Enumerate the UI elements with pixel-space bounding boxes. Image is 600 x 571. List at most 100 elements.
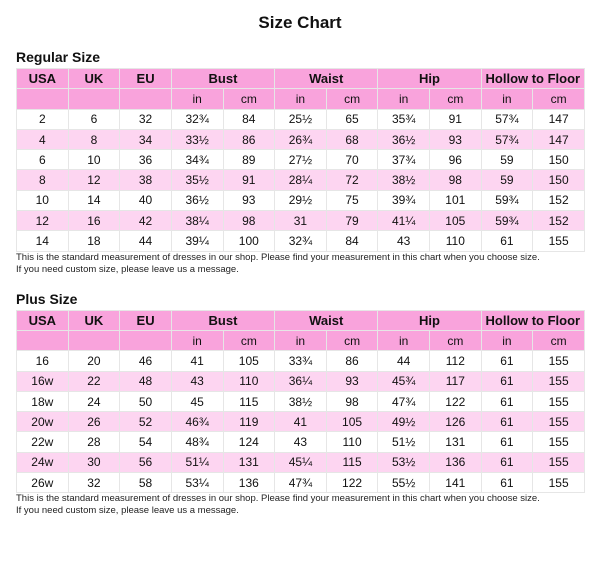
cell: 36¼	[274, 370, 327, 392]
cell: 98	[325, 390, 379, 413]
cell: 38	[119, 169, 172, 191]
cell: 49½	[377, 411, 430, 433]
data-row: 18w 24 50 45 115 38½ 98 47¾ 122 61 155	[16, 390, 585, 413]
column-header: USA	[16, 309, 69, 331]
cell: 61	[480, 390, 534, 413]
cell: 136	[222, 472, 276, 494]
cell: 61	[480, 411, 534, 433]
unit-header: cm	[325, 329, 379, 352]
cell: 93	[325, 370, 379, 392]
unit-header: in	[274, 88, 327, 110]
cell: 33½	[170, 128, 224, 151]
cell: 28	[67, 431, 121, 453]
cell: 8	[16, 169, 69, 191]
cell: 56	[119, 451, 172, 474]
section-heading: Plus Size	[16, 290, 78, 307]
column-header: EU	[119, 67, 172, 90]
cell: 91	[429, 108, 482, 130]
empty-cell	[16, 329, 69, 352]
data-row: 16w 22 48 43 110 36¼ 93 45¾ 117 61 155	[16, 370, 585, 392]
cell: 59¾	[480, 210, 534, 232]
subheader-row: in cm in cm in cm in cm	[16, 329, 585, 352]
cell: 6	[67, 108, 121, 130]
cell: 131	[222, 451, 276, 474]
cell: 20	[67, 350, 121, 372]
cell: 59¾	[480, 189, 534, 212]
cell: 86	[325, 350, 379, 372]
cell: 46¾	[170, 411, 224, 433]
data-row: 2 6 32 32¾ 84 25½ 65 35¾ 91 57¾ 147	[16, 108, 585, 130]
cell: 46	[119, 350, 172, 372]
cell: 98	[222, 210, 276, 232]
cell: 45	[170, 390, 224, 413]
cell: 61	[480, 230, 534, 252]
cell: 61	[480, 350, 534, 372]
cell: 45¼	[274, 451, 327, 474]
column-header: EU	[119, 309, 172, 331]
cell: 61	[480, 472, 534, 494]
cell: 47¾	[274, 472, 327, 494]
cell: 115	[222, 390, 276, 413]
cell: 61	[480, 451, 534, 474]
column-header: UK	[67, 309, 121, 331]
cell: 93	[429, 128, 482, 151]
cell: 96	[429, 149, 482, 171]
cell: 105	[325, 411, 379, 433]
cell: 32¾	[274, 230, 327, 252]
cell: 27½	[274, 149, 327, 171]
data-row: 12 16 42 38¼ 98 31 79 41¼ 105 59¾ 152	[16, 210, 585, 232]
cell: 70	[325, 149, 379, 171]
cell: 34	[119, 128, 172, 151]
cell: 24w	[16, 451, 69, 474]
cell: 110	[429, 230, 482, 252]
cell: 35¾	[377, 108, 430, 130]
size-table: USA UK EU Bust Waist Hip Hollow to Floor in cm in…	[16, 309, 586, 494]
cell: 40	[119, 189, 172, 212]
cell: 122	[429, 390, 482, 413]
empty-cell	[67, 88, 121, 110]
empty-cell	[119, 88, 172, 110]
cell: 10	[67, 149, 121, 171]
data-row: 10 14 40 36½ 93 29½ 75 39¾ 101 59¾ 152	[16, 189, 585, 212]
cell: 41	[274, 411, 327, 433]
cell: 124	[222, 431, 276, 453]
cell: 131	[429, 431, 482, 453]
data-row: 16 20 46 41 105 33¾ 86 44 112 61 155	[16, 350, 585, 372]
sections: Regular Size USA UK EU Bust Waist Hip Hollow to…	[0, 46, 600, 517]
cell: 43	[274, 431, 327, 453]
cell: 57¾	[480, 128, 534, 151]
cell: 38½	[274, 390, 327, 413]
data-row: 24w 30 56 51¼ 131 45¼ 115 53½ 136 61 155	[16, 451, 585, 474]
cell: 54	[119, 431, 172, 453]
cell: 50	[119, 390, 172, 413]
size-table: USA UK EU Bust Waist Hip Hollow to Floor in cm in…	[16, 67, 586, 252]
empty-cell	[67, 329, 121, 352]
column-header: UK	[67, 67, 121, 90]
cell: 28¼	[274, 169, 327, 191]
column-header: Hollow to Floor	[480, 309, 586, 331]
cell: 59	[480, 169, 534, 191]
data-row: 26w 32 58 53¼ 136 47¾ 122 55½ 141 61 155	[16, 472, 585, 494]
column-header: Waist	[274, 309, 379, 331]
cell: 57¾	[480, 108, 534, 130]
cell: 53¼	[170, 472, 224, 494]
cell: 72	[325, 169, 379, 191]
cell: 36½	[170, 189, 224, 212]
column-header: Bust	[170, 309, 276, 331]
cell: 155	[532, 411, 585, 433]
cell: 41	[170, 350, 224, 372]
cell: 53½	[377, 451, 430, 474]
column-header: Bust	[170, 67, 276, 90]
cell: 155	[532, 390, 585, 413]
unit-header: cm	[532, 88, 585, 110]
cell: 22	[67, 370, 121, 392]
cell: 126	[429, 411, 482, 433]
data-row: 20w 26 52 46¾ 119 41 105 49½ 126 61 155	[16, 411, 585, 433]
cell: 105	[429, 210, 482, 232]
section-heading: Regular Size	[16, 49, 101, 65]
cell: 150	[532, 149, 585, 171]
cell: 29½	[274, 189, 327, 212]
note: This is the standard measurement of dres…	[16, 251, 540, 263]
cell: 42	[119, 210, 172, 232]
cell: 18	[67, 230, 121, 252]
